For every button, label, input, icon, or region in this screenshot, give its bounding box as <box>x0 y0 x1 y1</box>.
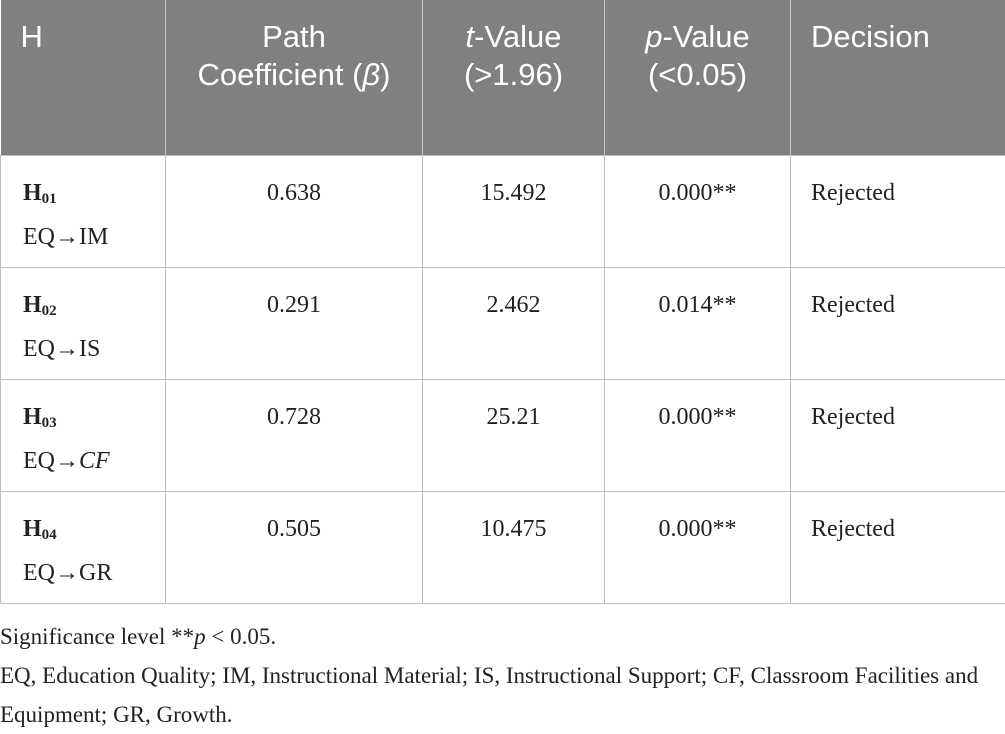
table-notes: Significance level **p < 0.05. EQ, Educa… <box>0 617 1005 734</box>
abbreviation-note: EQ, Education Quality; IM, Instructional… <box>0 656 1005 734</box>
hypothesis-path: EQ→GR <box>23 554 145 592</box>
header-text: t <box>466 19 475 54</box>
header-cell: Path Coefficient (β) <box>166 0 423 156</box>
path-from: EQ <box>23 560 55 586</box>
decision-text: Rejected <box>811 404 895 430</box>
p-value: 0.000** <box>659 180 737 206</box>
path-from: EQ <box>23 224 55 250</box>
header-text: p <box>645 19 662 54</box>
p-cell: 0.000** <box>605 492 791 604</box>
beta-cell: 0.505 <box>166 492 423 604</box>
t-cell: 25.21 <box>423 380 605 492</box>
header-text: -Value (>1.96) <box>464 19 563 92</box>
t-value: 2.462 <box>487 292 541 318</box>
p-cell: 0.000** <box>605 380 791 492</box>
t-cell: 15.492 <box>423 156 605 268</box>
decision-text: Rejected <box>811 292 895 318</box>
p-cell: 0.014** <box>605 268 791 380</box>
header-text: β <box>362 57 380 92</box>
path-to: IS <box>79 336 100 362</box>
header-cell: p-Value (<0.05) <box>605 0 791 156</box>
header-cell: H <box>1 0 166 156</box>
path-arrow: → <box>55 224 79 250</box>
hypothesis-letter: H <box>23 292 42 318</box>
beta-value: 0.291 <box>267 292 321 318</box>
hypothesis-path: EQ→CF <box>23 442 145 480</box>
header-text: ) <box>380 57 390 92</box>
path-from: EQ <box>23 336 55 362</box>
path-from: EQ <box>23 448 55 474</box>
t-cell: 2.462 <box>423 268 605 380</box>
hypothesis-path: EQ→IM <box>23 218 145 256</box>
hypothesis-id: H03 <box>23 398 145 442</box>
note-text: Significance level ** <box>0 624 194 649</box>
hypothesis-number: 04 <box>42 527 57 543</box>
path-arrow: → <box>55 560 79 586</box>
t-cell: 10.475 <box>423 492 605 604</box>
beta-cell: 0.728 <box>166 380 423 492</box>
path-arrow: → <box>55 448 79 474</box>
decision-text: Rejected <box>811 516 895 542</box>
beta-cell: 0.291 <box>166 268 423 380</box>
path-to: IM <box>79 224 108 250</box>
decision-cell: Rejected <box>791 268 1005 380</box>
hypothesis-letter: H <box>23 516 42 542</box>
decision-cell: Rejected <box>791 380 1005 492</box>
decision-cell: Rejected <box>791 156 1005 268</box>
beta-cell: 0.638 <box>166 156 423 268</box>
header-cell: t-Value (>1.96) <box>423 0 605 156</box>
path-to: GR <box>79 560 112 586</box>
p-cell: 0.000** <box>605 156 791 268</box>
hypothesis-number: 03 <box>42 415 57 431</box>
t-value: 15.492 <box>481 180 547 206</box>
hypothesis-number: 01 <box>42 191 57 207</box>
hypothesis-id: H04 <box>23 510 145 554</box>
hypothesis-letter: H <box>23 404 42 430</box>
header-text: H <box>21 19 43 54</box>
decision-cell: Rejected <box>791 492 1005 604</box>
note-text: p <box>194 624 206 649</box>
header-text: -Value (<0.05) <box>648 19 750 92</box>
path-arrow: → <box>55 336 79 362</box>
hypothesis-id: H01 <box>23 174 145 218</box>
hypothesis-number: 02 <box>42 303 57 319</box>
hypothesis-letter: H <box>23 180 42 206</box>
p-value: 0.014** <box>659 292 737 318</box>
note-text: < 0.05. <box>206 624 276 649</box>
significance-note: Significance level **p < 0.05. <box>0 617 1005 656</box>
beta-value: 0.505 <box>267 516 321 542</box>
p-value: 0.000** <box>659 516 737 542</box>
header-text: Decision <box>811 19 930 54</box>
t-value: 25.21 <box>487 404 541 430</box>
header-text: Path Coefficient ( <box>198 19 363 92</box>
decision-text: Rejected <box>811 180 895 206</box>
hypothesis-path: EQ→IS <box>23 330 145 368</box>
header-cell: Decision <box>791 0 1005 156</box>
p-value: 0.000** <box>659 404 737 430</box>
t-value: 10.475 <box>481 516 547 542</box>
path-to: CF <box>79 448 110 474</box>
hypothesis-id: H02 <box>23 286 145 330</box>
beta-value: 0.728 <box>267 404 321 430</box>
beta-value: 0.638 <box>267 180 321 206</box>
